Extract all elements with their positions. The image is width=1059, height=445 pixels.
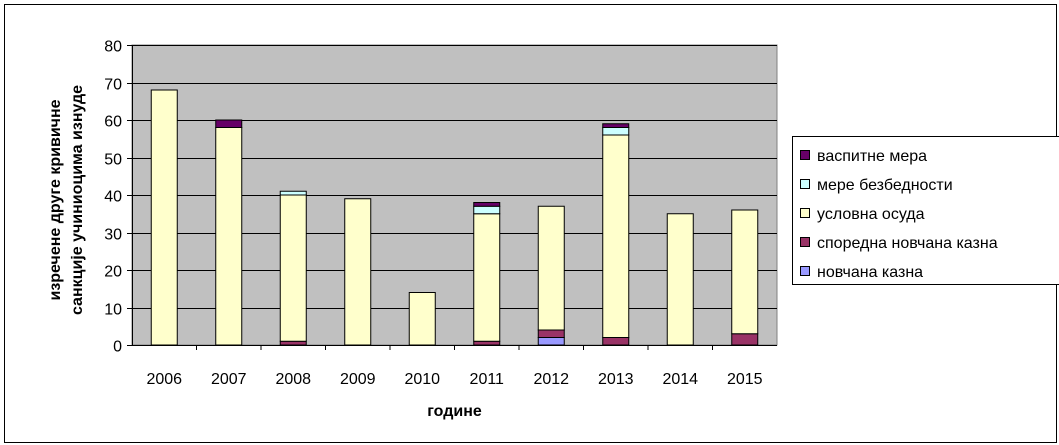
bar-segment xyxy=(408,292,436,346)
x-tick-label: 2009 xyxy=(340,371,376,388)
bar-segment xyxy=(473,340,501,346)
y-tick-label: 60 xyxy=(104,114,122,131)
bar-segment xyxy=(731,209,759,335)
bar-segment xyxy=(215,119,243,128)
y-axis-title: изречене друге кривичне санкције учиниоци… xyxy=(47,85,86,315)
x-tick-label: 2006 xyxy=(146,371,182,388)
legend-label: условна осуда xyxy=(817,206,925,223)
bar-segment xyxy=(279,190,307,196)
legend-swatch xyxy=(800,150,810,160)
bar-segment xyxy=(602,337,630,346)
legend-swatch xyxy=(800,266,810,276)
bar-segment xyxy=(215,127,243,346)
bar-segment xyxy=(666,213,694,346)
x-tick-label: 2010 xyxy=(404,371,440,388)
y-tick-label: 20 xyxy=(104,264,122,281)
bar-segment xyxy=(602,123,630,128)
x-tick-label: 2012 xyxy=(533,371,569,388)
bar-segment xyxy=(150,89,178,346)
bar-segment xyxy=(279,194,307,342)
y-tick-label: 30 xyxy=(104,227,122,244)
y-tick-label: 10 xyxy=(104,302,122,319)
legend-label: мере безбедности xyxy=(817,177,953,194)
legend-swatch xyxy=(800,179,810,189)
y-tick-label: 50 xyxy=(104,152,122,169)
legend-swatch xyxy=(800,237,810,247)
y-axis-title-line: изречене друге кривичне xyxy=(47,99,64,300)
y-axis-title-line: санкције учиниоцима изнуде xyxy=(69,85,86,315)
x-tick-label: 2015 xyxy=(727,371,763,388)
x-tick-label: 2008 xyxy=(275,371,311,388)
x-tick-label: 2013 xyxy=(598,371,634,388)
legend-label: васпитне мера xyxy=(817,148,927,165)
bar-segment xyxy=(473,202,501,207)
legend-label: новчана казна xyxy=(817,264,923,281)
y-tick-label: 70 xyxy=(104,77,122,94)
bar-segment xyxy=(279,340,307,346)
bar-segment xyxy=(537,329,565,338)
bar-segment xyxy=(602,127,630,136)
y-tick-label: 80 xyxy=(104,39,122,56)
bar-segment xyxy=(473,205,501,215)
bar-segment xyxy=(537,205,565,331)
bar-segment xyxy=(473,213,501,342)
x-axis-title: године xyxy=(427,403,482,420)
bar-segment xyxy=(537,337,565,346)
bar-segment xyxy=(602,134,630,338)
bar-segment xyxy=(731,333,759,346)
bar-segment xyxy=(344,198,372,346)
legend-box xyxy=(792,136,1059,285)
x-tick-label: 2014 xyxy=(662,371,698,388)
y-tick-label: 0 xyxy=(113,339,122,356)
y-tick-label: 40 xyxy=(104,189,122,206)
x-tick-label: 2011 xyxy=(470,371,505,388)
x-tick-label: 2007 xyxy=(211,371,247,388)
legend-swatch xyxy=(800,208,810,218)
legend-label: споредна новчана казна xyxy=(817,235,998,252)
